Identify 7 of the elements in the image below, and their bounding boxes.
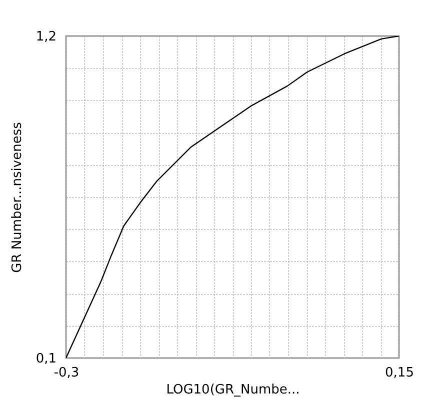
line-series — [66, 36, 399, 358]
y-tick-label: 0,1 — [36, 352, 56, 366]
y-axis-title: GR Number...nsiveness — [10, 122, 25, 273]
y-tick-label: 1,2 — [36, 30, 56, 44]
x-axis-title: LOG10(GR_Numbe... — [166, 382, 300, 398]
x-tick-label: -0,3 — [54, 366, 80, 380]
x-tick-label: 0,15 — [385, 366, 414, 380]
